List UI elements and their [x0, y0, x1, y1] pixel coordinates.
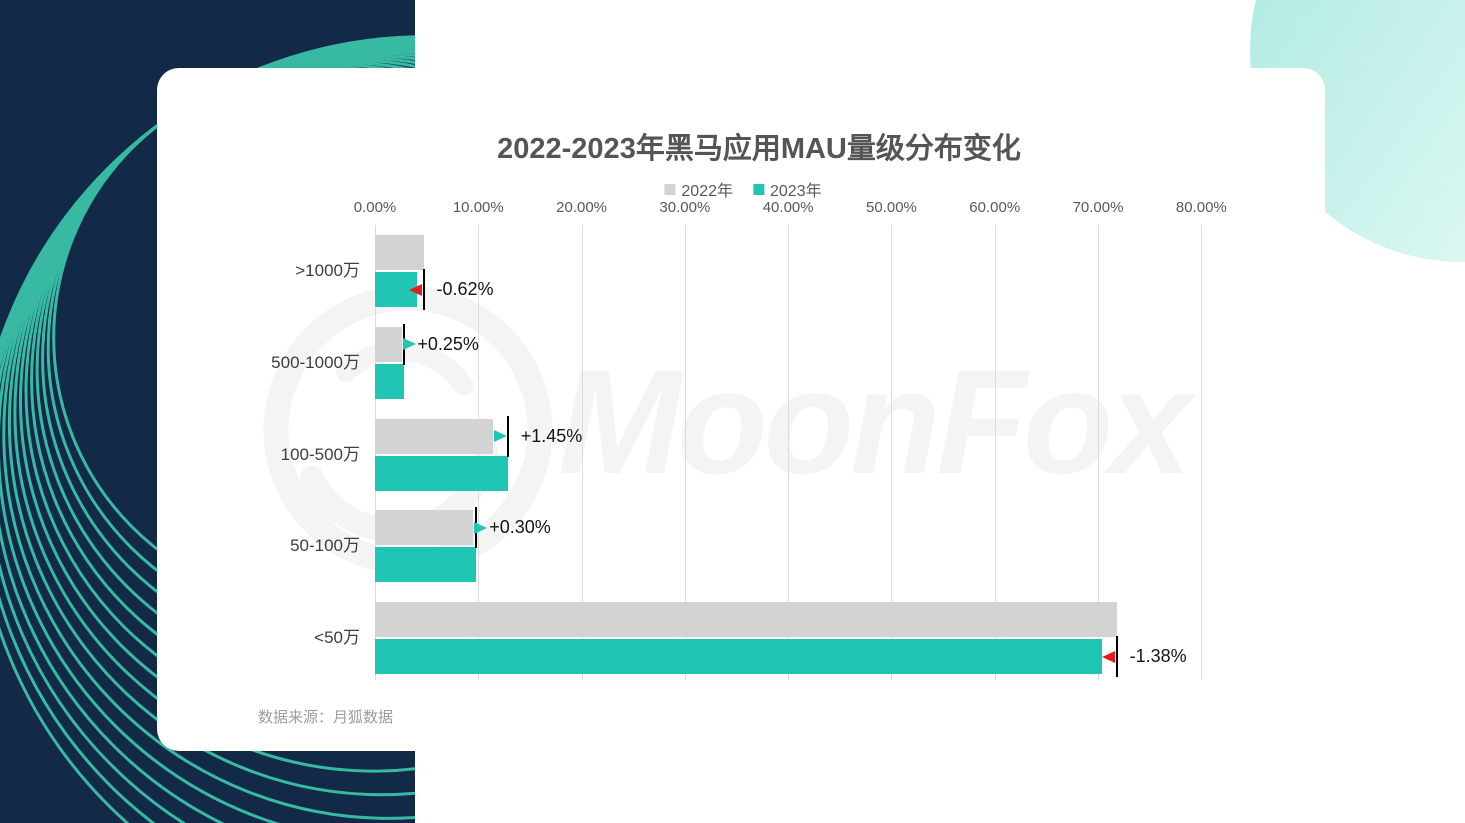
watermark-text: MoonFox	[558, 340, 1192, 505]
bar-2022-2	[375, 418, 493, 454]
increase-arrow-icon	[402, 338, 416, 351]
decrease-arrow-icon	[1101, 650, 1115, 663]
x-tick-label: 40.00%	[762, 199, 814, 216]
category-label: >1000万	[295, 261, 360, 280]
bar-2022-3	[375, 510, 474, 546]
bar-2022-0	[375, 235, 424, 270]
legend-item-2022: 2022年	[664, 177, 733, 201]
category-label: 500-1000万	[271, 352, 360, 372]
change-label: -0.62%	[436, 279, 494, 299]
increase-arrow-icon	[493, 430, 507, 442]
x-tick-label: 70.00%	[1072, 199, 1124, 216]
category-label: <50万	[314, 628, 360, 647]
bar-2023-3	[375, 547, 477, 583]
bar-2023-2	[375, 455, 508, 491]
category-label: 100-500万	[280, 444, 360, 464]
bar-2023-4	[375, 639, 1103, 674]
bar-2023-1	[375, 363, 405, 399]
x-tick-label: 20.00%	[556, 199, 608, 216]
chart-title: 2022-2023年黑马应用MAU量级分布变化	[497, 133, 1021, 165]
change-marker-line	[506, 415, 509, 457]
legend-label-2022: 2022年	[681, 183, 733, 200]
change-label: +0.25%	[417, 333, 479, 354]
x-tick-label: 50.00%	[866, 199, 917, 216]
gridline-30.00%	[684, 225, 686, 680]
chart-card	[157, 68, 1325, 751]
bar-2022-1	[375, 326, 402, 362]
change-label: +1.45%	[520, 425, 583, 446]
increase-arrow-icon	[474, 521, 488, 534]
legend-item-2023: 2023年	[753, 177, 822, 201]
change-marker-line	[1115, 636, 1118, 677]
x-tick-label: 10.00%	[452, 199, 504, 216]
change-label: -1.38%	[1129, 646, 1187, 666]
change-marker-line	[422, 269, 425, 310]
legend: 2022年 2023年	[664, 177, 822, 201]
legend-swatch-2022	[664, 183, 676, 195]
x-tick-label: 0.00%	[353, 199, 397, 216]
x-tick-label: 60.00%	[969, 199, 1021, 216]
legend-swatch-2023	[753, 183, 764, 195]
gridline-80.00%	[1201, 225, 1203, 680]
data-source: 数据来源：月狐数据	[258, 709, 394, 726]
x-tick-label: 80.00%	[1175, 199, 1227, 216]
x-tick-label: 30.00%	[659, 199, 711, 216]
gridline-20.00%	[581, 225, 583, 680]
bar-2022-4	[375, 602, 1117, 637]
category-label: 50-100万	[290, 536, 360, 556]
gridline-40.00%	[788, 225, 790, 680]
change-label: +0.30%	[489, 517, 551, 538]
decrease-arrow-icon	[408, 283, 422, 296]
gridline-50.00%	[891, 225, 893, 680]
gridline-70.00%	[1098, 225, 1100, 680]
legend-label-2023: 2023年	[770, 183, 822, 200]
gridline-60.00%	[994, 225, 996, 680]
